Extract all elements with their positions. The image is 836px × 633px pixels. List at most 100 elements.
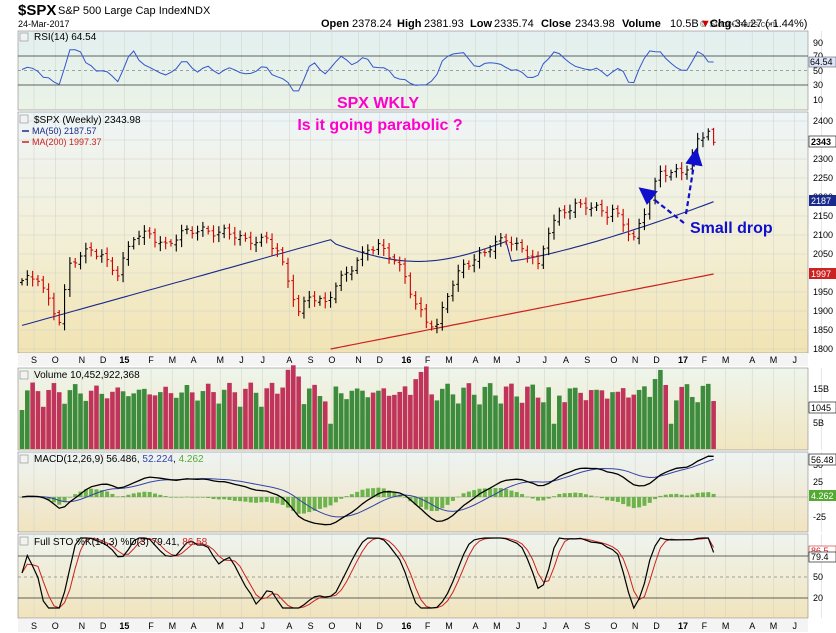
macd-hist-bar xyxy=(557,493,562,497)
volume-bar xyxy=(189,392,195,449)
close-label: Close xyxy=(541,18,571,30)
macd-hist-bar xyxy=(254,497,259,503)
price-tick-2150: 2150 xyxy=(813,211,833,221)
volume-bar xyxy=(259,406,264,449)
low-value: 2335.74 xyxy=(494,18,534,30)
rsi-tick-90: 90 xyxy=(813,38,823,48)
macd-hist-bar xyxy=(690,494,695,497)
sto-k-marker xyxy=(808,551,836,563)
volume-bar xyxy=(700,385,706,449)
rsi-panel: RSI(14) 64.54 90 70 50 30 10 64.54 xyxy=(17,30,836,111)
macd-hist-bar xyxy=(567,493,572,497)
macd-hist-bar xyxy=(307,497,312,513)
macd-hist-bar xyxy=(317,497,322,509)
ma200-line xyxy=(330,273,714,350)
macd-hist-bar xyxy=(621,497,626,505)
macd-hist-bar xyxy=(280,497,285,505)
volume-bar xyxy=(147,394,152,449)
volume-bar xyxy=(663,384,669,449)
volume-bar xyxy=(306,388,312,449)
macd-hist-bar xyxy=(190,497,195,498)
volume-bar xyxy=(599,390,605,449)
price-close-marker-text: 2343 xyxy=(811,137,831,147)
macd-line xyxy=(21,455,714,526)
macd-hist-bar xyxy=(99,490,104,497)
volume-bar xyxy=(493,395,498,449)
volume-bar xyxy=(477,404,482,449)
time-tick-M: M xyxy=(770,355,778,365)
sto-toggle-icon[interactable] xyxy=(19,536,29,546)
time-tick-O: O xyxy=(328,355,335,365)
macd-hist-bar xyxy=(376,487,381,497)
time-tick-17: 17 xyxy=(678,355,688,365)
macd-hist-bar xyxy=(275,497,280,504)
volume-bar xyxy=(253,392,259,449)
time-tick-S: S xyxy=(308,355,314,365)
macd-hist-bar xyxy=(360,489,365,497)
price-close-marker xyxy=(808,135,836,148)
macd-hist-bar xyxy=(552,496,556,497)
macd-hist-bar xyxy=(477,488,482,497)
macd-hist-bar xyxy=(153,493,157,497)
time-tick-J: J xyxy=(542,355,547,365)
volume-bar xyxy=(237,406,243,449)
volume-bar xyxy=(120,391,126,449)
time-tick-N: N xyxy=(79,355,86,365)
open-label: Open xyxy=(321,18,349,30)
time-tick-M: M xyxy=(216,621,224,631)
time-tick-J: J xyxy=(542,621,547,631)
macd-hist-bar xyxy=(243,497,248,502)
volume-bar xyxy=(285,369,291,449)
volume-bar xyxy=(418,371,424,449)
time-tick-A: A xyxy=(286,621,292,631)
macd-hist-bar xyxy=(653,497,658,500)
macd-hist-bar xyxy=(137,492,142,497)
macd-hist-bar xyxy=(110,493,115,497)
volume-bar xyxy=(328,423,333,449)
macd-hist-bar xyxy=(333,497,338,503)
macd-hist-bar xyxy=(493,488,498,497)
macd-hist-bar xyxy=(434,497,439,511)
price-bars xyxy=(20,127,716,334)
rsi-toggle-icon[interactable] xyxy=(19,32,29,42)
index-name: S&P 500 Large Cap Index xyxy=(58,5,186,17)
macd-hist-bar xyxy=(440,497,445,509)
volume-bar xyxy=(705,383,711,449)
time-tick-A: A xyxy=(473,621,479,631)
volume-bar xyxy=(360,390,365,449)
macd-hist-bar xyxy=(514,492,519,497)
volume-bar xyxy=(541,402,546,449)
price-toggle-icon[interactable] xyxy=(19,114,29,124)
volume-bar xyxy=(381,388,387,449)
macd-toggle-icon[interactable] xyxy=(19,454,29,464)
volume-marker-text: 1045 xyxy=(811,403,831,413)
volume-toggle-icon[interactable] xyxy=(19,370,29,380)
macd-hist-bar xyxy=(413,497,418,505)
rsi-tick-10: 10 xyxy=(813,95,823,105)
time-tick-M: M xyxy=(445,621,453,631)
volume-tick-5b: 5B xyxy=(813,418,824,428)
time-tick-J: J xyxy=(261,621,266,631)
macd-hist-bar xyxy=(631,497,636,509)
time-axis-band xyxy=(18,353,808,366)
time-tick-O: O xyxy=(610,355,617,365)
macd-hist-bar xyxy=(73,494,78,497)
time-tick-F: F xyxy=(702,355,708,365)
volume-bar xyxy=(413,379,418,449)
volume-bar xyxy=(397,391,403,449)
volume-bar xyxy=(211,392,216,449)
price-tick-1950: 1950 xyxy=(813,287,833,297)
volume-bar xyxy=(429,394,434,449)
macd-hist-marker-text: 4.262 xyxy=(811,491,834,501)
price-y-axis: 2400235023002250220021502100205020001950… xyxy=(813,116,833,354)
macd-hist-bar xyxy=(498,488,503,497)
time-tick-S: S xyxy=(31,355,37,365)
volume-bar xyxy=(424,366,429,449)
time-tick-A: A xyxy=(563,355,569,365)
macd-hist-bar xyxy=(46,497,51,500)
volume-bar xyxy=(679,386,684,449)
volume-bar xyxy=(248,382,254,449)
macd-hist-bar xyxy=(520,494,525,497)
macd-hist-bar xyxy=(179,497,184,498)
volume-bar xyxy=(461,387,466,449)
